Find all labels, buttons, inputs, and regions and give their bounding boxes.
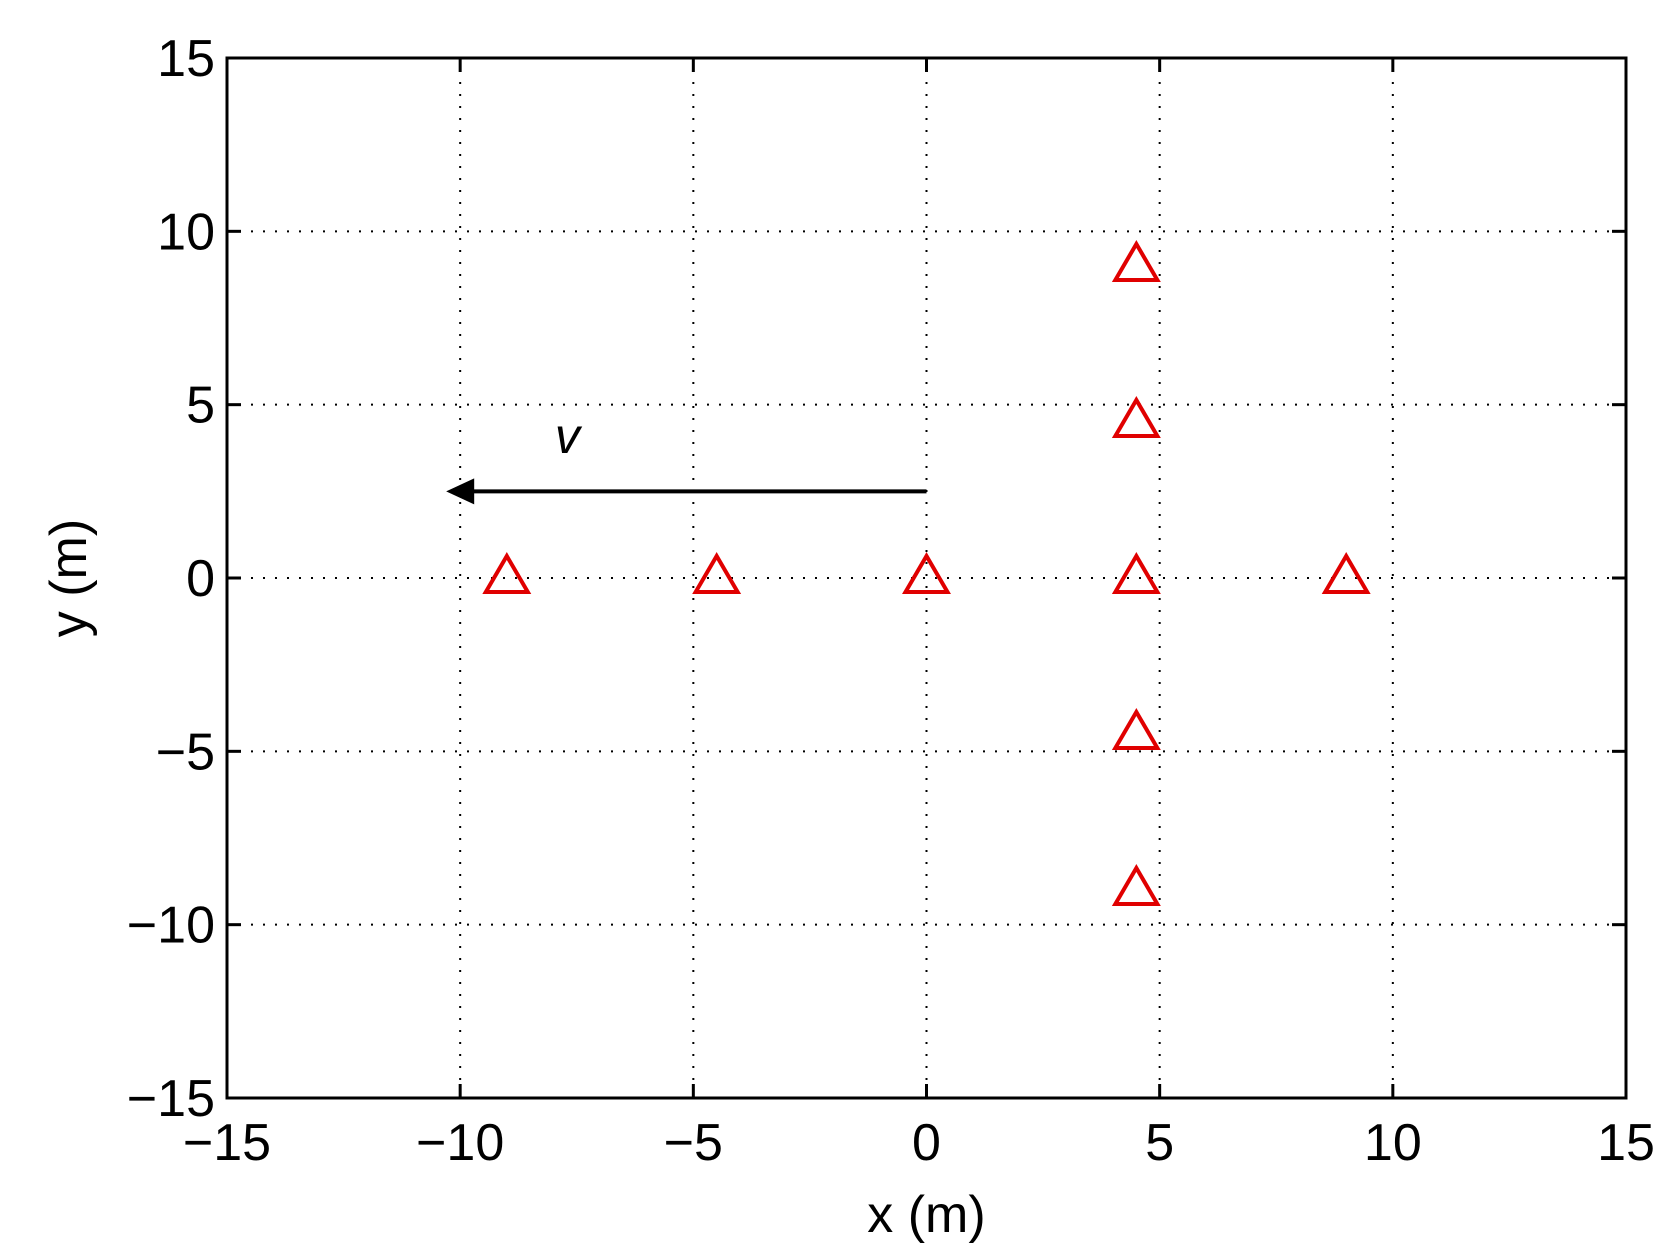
y-tick-label: −15 [127, 1070, 215, 1128]
velocity-arrow-head [446, 478, 475, 505]
y-tick-label: 15 [157, 30, 215, 88]
plot-frame [225, 56, 1628, 1100]
triangle-marker [692, 552, 742, 594]
y-tick-label: −5 [156, 723, 215, 781]
y-tick-label: −10 [127, 897, 215, 955]
triangle-marker [902, 552, 951, 594]
y-axis-ticks: −15 −10 −5 0 5 10 15 [127, 30, 1626, 1128]
x-tick-label: −5 [664, 1114, 723, 1172]
triangle-marker [1111, 708, 1161, 750]
x-axis-ticks: −15 −10 −5 0 5 10 15 [183, 58, 1655, 1172]
y-tick-label: 0 [186, 550, 215, 608]
x-axis-label: x (m) [867, 1186, 985, 1244]
data-points [482, 240, 1371, 906]
triangle-marker [1111, 396, 1161, 438]
x-tick-label: 15 [1597, 1114, 1655, 1172]
triangle-marker [1111, 240, 1161, 282]
triangle-marker [482, 552, 532, 594]
velocity-label: v [555, 408, 583, 464]
grid-lines [227, 58, 1626, 1098]
x-tick-label: 10 [1364, 1114, 1422, 1172]
y-tick-label: 5 [186, 377, 215, 435]
x-tick-label: 5 [1145, 1114, 1174, 1172]
triangle-marker [1321, 552, 1371, 594]
triangle-marker [1111, 864, 1161, 906]
triangle-marker [1111, 552, 1161, 594]
y-tick-label: 10 [157, 203, 215, 261]
x-tick-label: 0 [912, 1114, 941, 1172]
x-tick-label: −15 [183, 1114, 271, 1172]
x-tick-label: −10 [416, 1114, 504, 1172]
y-axis-label: y (m) [40, 519, 98, 637]
annotations: v [446, 408, 927, 505]
